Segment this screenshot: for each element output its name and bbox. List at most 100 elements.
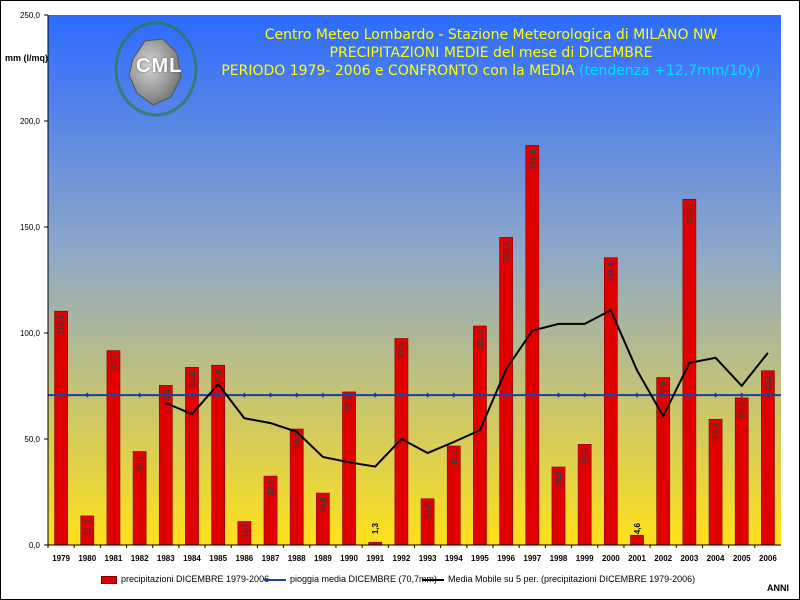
x-tick-label: 1992 xyxy=(393,554,411,563)
legend-item-mean: pioggia media DICEMBRE (70,7mm) xyxy=(264,574,437,584)
bar-1981 xyxy=(106,350,121,546)
x-tick-label: 2002 xyxy=(654,554,672,563)
chart-title-period: PERIODO 1979- 2006 e CONFRONTO con la ME… xyxy=(221,63,575,79)
x-tick-label: 1985 xyxy=(209,554,227,563)
x-tick-label: 1994 xyxy=(445,554,463,563)
mean-line-marker xyxy=(713,392,719,398)
mean-line-marker xyxy=(555,392,561,398)
bar-value-label: 83,8 xyxy=(188,371,197,387)
mean-line-marker xyxy=(320,392,326,398)
bar-2005 xyxy=(734,397,749,546)
legend-label-moving-avg: Media Mobile su 5 per. (precipitazioni D… xyxy=(448,574,696,584)
bar-value-label: 4,6 xyxy=(633,522,642,534)
x-tick-label: 1991 xyxy=(366,554,384,563)
mean-line-marker xyxy=(137,392,143,398)
bar-value-label: 44,1 xyxy=(136,455,145,471)
bar-value-label: 145,1 xyxy=(502,241,511,262)
x-tick-label: 1984 xyxy=(183,554,201,563)
mean-line-marker xyxy=(372,392,378,398)
bar-2001 xyxy=(630,534,644,546)
mean-line-marker xyxy=(398,392,404,398)
x-tick-label: 2004 xyxy=(707,554,725,563)
x-tick-label: 2003 xyxy=(680,554,698,563)
bar-value-label: 75,3 xyxy=(162,389,171,405)
legend: precipitazioni DICEMBRE 1979-2006 pioggi… xyxy=(96,571,696,589)
bar-value-label: 69,4 xyxy=(738,401,747,417)
mean-line-marker xyxy=(110,392,116,398)
x-tick-label: 1986 xyxy=(235,554,253,563)
mean-line-marker xyxy=(582,392,588,398)
bar-2002 xyxy=(656,377,671,546)
bar-value-label: 110,3 xyxy=(57,315,66,335)
bar-value-label: 97,4 xyxy=(397,342,406,358)
x-tick-label: 2005 xyxy=(733,554,751,563)
bar-value-label: 13,7 xyxy=(83,519,92,535)
x-tick-label: 1993 xyxy=(419,554,437,563)
mean-line-marker xyxy=(477,392,483,398)
cml-logo xyxy=(111,19,201,129)
mean-line-marker xyxy=(425,392,431,398)
legend-label-bars: precipitazioni DICEMBRE 1979-2006 xyxy=(121,574,270,584)
x-tick-label: 1990 xyxy=(340,554,358,563)
bar-value-label: 59,3 xyxy=(712,423,721,439)
mean-line-marker xyxy=(346,392,352,398)
legend-label-mean: pioggia media DICEMBRE (70,7mm) xyxy=(290,574,438,584)
x-tick-label: 1979 xyxy=(52,554,70,563)
mean-line-marker xyxy=(241,392,247,398)
mean-line-marker xyxy=(189,392,195,398)
y-tick-label: 0,0 xyxy=(29,541,41,550)
x-tick-label: 1982 xyxy=(131,554,149,563)
x-tick-label: 1997 xyxy=(523,554,541,563)
bar-value-label: 82,2 xyxy=(764,374,773,390)
y-tick-label: 200,0 xyxy=(20,117,41,126)
mean-line-marker xyxy=(634,392,640,398)
mean-line-marker xyxy=(451,392,457,398)
x-axis-label: ANNI xyxy=(767,583,789,593)
bar-value-label: 32,5 xyxy=(267,480,276,496)
mean-line-marker xyxy=(58,392,64,398)
bar-value-label: 21,8 xyxy=(424,502,433,518)
x-tick-label: 2000 xyxy=(602,554,620,563)
mean-line-marker xyxy=(84,392,90,398)
mean-line-marker xyxy=(765,392,771,398)
mean-line-marker xyxy=(163,392,169,398)
x-tick-label: 1987 xyxy=(262,554,280,563)
x-tick-label: 1998 xyxy=(550,554,568,563)
bar-1997 xyxy=(525,145,540,546)
bar-1983 xyxy=(158,385,173,546)
bar-value-label: 103,3 xyxy=(476,329,485,350)
x-tick-label: 1995 xyxy=(471,554,489,563)
logo-text: CML xyxy=(136,55,183,77)
bar-value-label: 36,8 xyxy=(554,470,563,486)
bar-1990 xyxy=(342,391,356,546)
legend-ma-swatch xyxy=(422,578,444,581)
x-tick-label: 1981 xyxy=(105,554,123,563)
y-tick-label: 100,0 xyxy=(20,329,41,338)
bar-value-label: 163,1 xyxy=(685,203,694,224)
bar-value-label: 54,7 xyxy=(293,432,302,448)
x-tick-label: 1980 xyxy=(78,554,96,563)
trend-annotation: (tendenza +12,7mm/10y) xyxy=(578,63,761,79)
x-tick-label: 1983 xyxy=(157,554,175,563)
bar-value-label: 1,3 xyxy=(371,522,380,534)
mean-line-marker xyxy=(268,392,274,398)
bar-value-label: 91,7 xyxy=(109,354,118,370)
x-tick-label: 1999 xyxy=(576,554,594,563)
mean-line-marker xyxy=(503,392,509,398)
mean-line-marker xyxy=(660,392,666,398)
mean-line-marker xyxy=(215,392,221,398)
mean-line-marker xyxy=(529,392,535,398)
y-tick-label: 150,0 xyxy=(20,223,41,232)
mean-line-marker xyxy=(294,392,300,398)
chart-title-line1: Centro Meteo Lombardo - Stazione Meteoro… xyxy=(264,27,718,43)
bar-value-label: 47,5 xyxy=(581,448,590,464)
bar-2000 xyxy=(603,257,618,546)
x-tick-label: 2001 xyxy=(628,554,646,563)
moving-average-line xyxy=(165,308,769,468)
bar-1979 xyxy=(54,310,68,546)
bar-1985 xyxy=(211,364,226,546)
legend-bar-swatch xyxy=(101,575,117,584)
bar-value-label: 24,5 xyxy=(319,497,328,513)
